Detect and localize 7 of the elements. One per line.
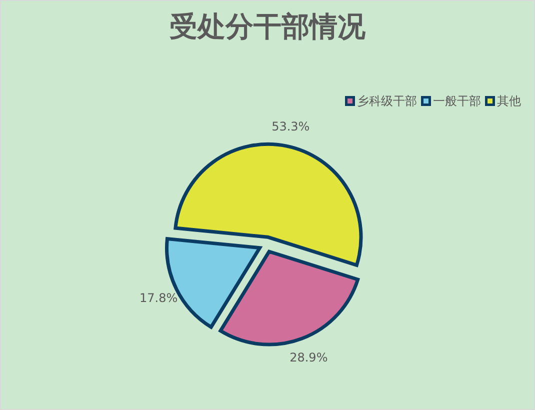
chart-title: 受处分干部情况 (168, 9, 366, 45)
data-label: 28.9% (290, 350, 328, 364)
legend-label: 其他 (497, 93, 521, 109)
legend-label: 一般干部 (433, 93, 481, 109)
data-label: 17.8% (140, 291, 178, 306)
legend-label: 乡科级干部 (357, 93, 417, 109)
data-label: 53.3% (272, 119, 310, 134)
